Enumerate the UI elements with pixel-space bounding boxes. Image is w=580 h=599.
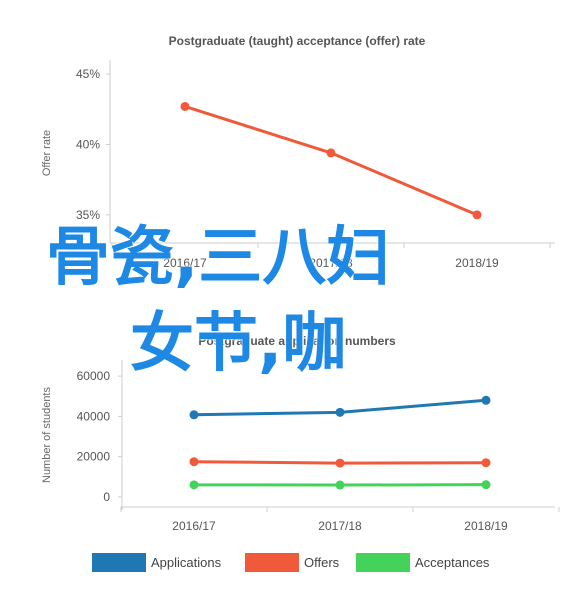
chart2-data-point xyxy=(481,395,491,405)
chart2-data-point xyxy=(335,458,345,468)
legend-label-2: Acceptances xyxy=(415,555,490,570)
chart1-xtick-label: 2018/19 xyxy=(455,256,499,270)
chart2-ylabel: Number of students xyxy=(41,387,53,483)
chart1-data-point xyxy=(180,101,190,111)
chart2-ytick-label: 60000 xyxy=(77,369,111,383)
chart1-ytick-label: 40% xyxy=(76,137,100,151)
chart2-data-point xyxy=(189,410,199,420)
chart1-series-line-0 xyxy=(184,105,478,217)
chart2-title: Postgraduate application numbers xyxy=(198,334,396,348)
legend-label-1: Offers xyxy=(304,555,340,570)
chart1-data-point xyxy=(326,148,336,158)
chart1-ytick-label: 35% xyxy=(76,208,100,222)
chart1-data-point xyxy=(472,210,482,220)
legend-label-0: Applications xyxy=(151,555,222,570)
chart2-xtick-label: 2018/19 xyxy=(464,519,508,533)
chart2-ytick-label: 40000 xyxy=(77,409,111,423)
chart1-xtick-label: 2016/17 xyxy=(163,256,207,270)
chart1-ylabel: Offer rate xyxy=(41,130,53,176)
chart2-data-point xyxy=(189,457,199,467)
chart-application-numbers: Postgraduate application numbers Number … xyxy=(41,334,560,572)
chart2-data-point xyxy=(481,458,491,468)
chart1-xtick-label: 2017/18 xyxy=(309,256,353,270)
chart2-data-point xyxy=(189,480,199,490)
chart1-ytick-label: 45% xyxy=(76,67,100,81)
chart1-title: Postgraduate (taught) acceptance (offer)… xyxy=(169,34,426,48)
chart2-xtick-label: 2016/17 xyxy=(172,519,216,533)
chart2-xtick-label: 2017/18 xyxy=(318,519,362,533)
chart2-ytick-label: 0 xyxy=(103,490,110,504)
chart-offer-rate: Postgraduate (taught) acceptance (offer)… xyxy=(41,34,555,270)
chart2-data-point xyxy=(335,480,345,490)
legend-swatch-0 xyxy=(92,553,146,572)
chart2-data-point xyxy=(481,480,491,490)
legend-swatch-2 xyxy=(356,553,410,572)
chart2-ytick-label: 20000 xyxy=(77,450,111,464)
chart2-legend: Applications Offers Acceptances xyxy=(92,553,490,572)
chart2-data-point xyxy=(335,407,345,417)
legend-swatch-1 xyxy=(245,553,299,572)
